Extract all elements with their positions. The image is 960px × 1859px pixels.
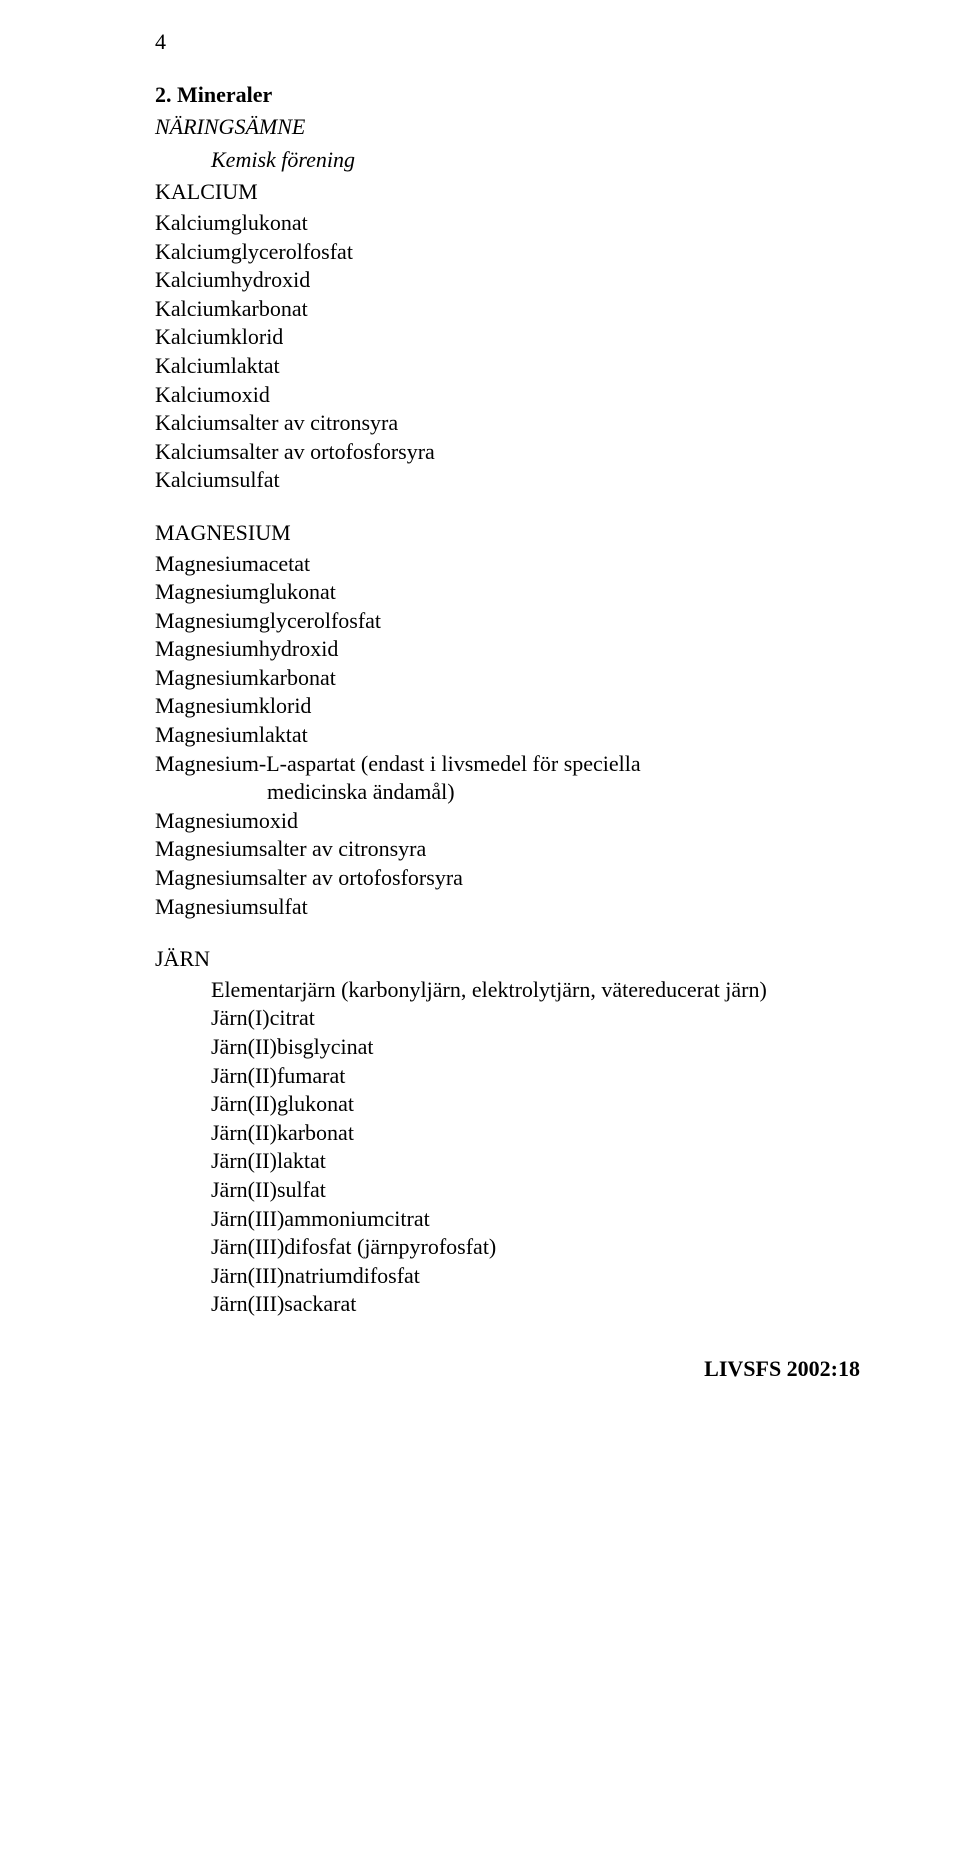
list-item: Magnesium-L-aspartat (endast i livsmedel…: [155, 750, 870, 779]
footer-code: LIVSFS 2002:18: [155, 1355, 870, 1384]
list-item: Järn(III)natriumdifosfat: [155, 1262, 870, 1291]
list-item: Kalciumsalter av citronsyra: [155, 409, 870, 438]
list-item: Magnesiumsulfat: [155, 893, 870, 922]
item-list: MagnesiumacetatMagnesiumglukonatMagnesiu…: [155, 550, 870, 922]
item-list: KalciumglukonatKalciumglycerolfosfatKalc…: [155, 209, 870, 495]
item-list: Elementarjärn (karbonyljärn, elektrolytj…: [155, 976, 870, 1319]
list-item: Magnesiumlaktat: [155, 721, 870, 750]
list-item: Järn(III)difosfat (järnpyrofosfat): [155, 1233, 870, 1262]
list-item: Järn(III)sackarat: [155, 1290, 870, 1319]
list-item: Kalciumoxid: [155, 381, 870, 410]
kemisk-label: Kemisk förening: [155, 146, 870, 175]
list-item: Järn(II)bisglycinat: [155, 1033, 870, 1062]
list-item: Järn(II)glukonat: [155, 1090, 870, 1119]
list-item: Järn(II)fumarat: [155, 1062, 870, 1091]
list-item: Järn(II)sulfat: [155, 1176, 870, 1205]
list-item: Magnesiumsalter av citronsyra: [155, 835, 870, 864]
groups-container: KALCIUMKalciumglukonatKalciumglycerolfos…: [155, 178, 870, 1319]
list-item: Magnesiumacetat: [155, 550, 870, 579]
list-item: Järn(II)laktat: [155, 1147, 870, 1176]
group-label: JÄRN: [155, 945, 870, 974]
page-number: 4: [155, 28, 870, 57]
list-item: Järn(II)karbonat: [155, 1119, 870, 1148]
list-item: Järn(I)citrat: [155, 1004, 870, 1033]
group-label: MAGNESIUM: [155, 519, 870, 548]
subtitle-block: NÄRINGSÄMNE Kemisk förening: [155, 113, 870, 174]
list-item: medicinska ändamål): [155, 778, 870, 807]
list-item: Magnesiumhydroxid: [155, 635, 870, 664]
list-item: Kalciumsalter av ortofosforsyra: [155, 438, 870, 467]
list-item: Kalciumlaktat: [155, 352, 870, 381]
naringsamne-label: NÄRINGSÄMNE: [155, 113, 870, 142]
group-label: KALCIUM: [155, 178, 870, 207]
list-item: Elementarjärn (karbonyljärn, elektrolytj…: [155, 976, 870, 1005]
list-item: Järn(III)ammoniumcitrat: [155, 1205, 870, 1234]
list-item: Kalciumhydroxid: [155, 266, 870, 295]
section-title: 2. Mineraler: [155, 81, 870, 110]
list-item: Kalciumglukonat: [155, 209, 870, 238]
list-item: Magnesiumklorid: [155, 692, 870, 721]
list-item: Magnesiumoxid: [155, 807, 870, 836]
list-item: Magnesiumkarbonat: [155, 664, 870, 693]
list-item: Magnesiumsalter av ortofosforsyra: [155, 864, 870, 893]
list-item: Kalciumsulfat: [155, 466, 870, 495]
list-item: Magnesiumglukonat: [155, 578, 870, 607]
list-item: Kalciumglycerolfosfat: [155, 238, 870, 267]
list-item: Kalciumkarbonat: [155, 295, 870, 324]
list-item: Magnesiumglycerolfosfat: [155, 607, 870, 636]
list-item: Kalciumklorid: [155, 323, 870, 352]
